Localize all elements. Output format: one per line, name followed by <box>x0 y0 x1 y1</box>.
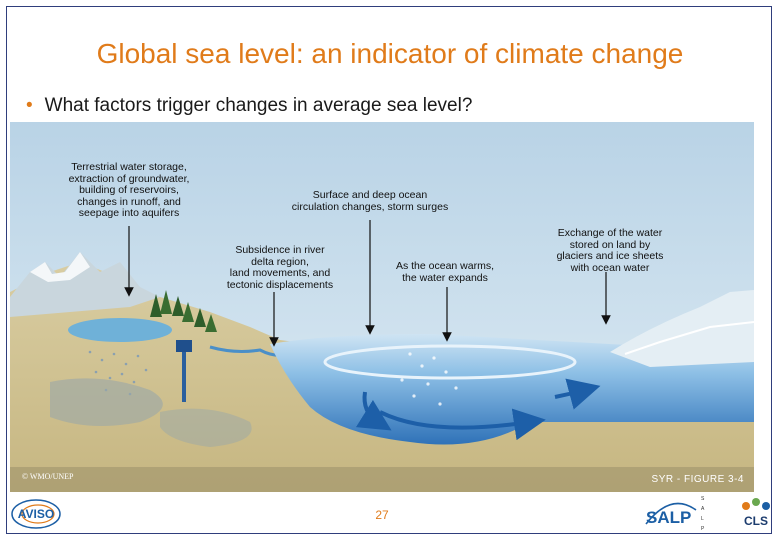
deep-circulation-arrow <box>379 408 546 441</box>
diagram-illustration <box>10 122 754 492</box>
glacier-edge <box>624 321 754 355</box>
cls-logo-text: CLS <box>744 514 768 528</box>
surface-circulation-loop <box>323 344 577 380</box>
salp-logo-text: SALP <box>646 508 692 527</box>
aviso-logo: AVISO <box>10 496 62 532</box>
underground-aquifer <box>50 378 163 426</box>
slide-title: Global sea level: an indicator of climat… <box>96 38 684 69</box>
sea-level-diagram: Terrestrial water storage, extraction of… <box>10 122 754 492</box>
salp-acronym: S A L P <box>701 494 733 534</box>
forest-trees <box>150 290 217 332</box>
deep-circulation-arrow-3 <box>355 391 392 431</box>
underground-aquifer-2 <box>160 408 252 447</box>
figure-reference: SYR - FIGURE 3-4 <box>651 474 744 485</box>
slide-frame <box>6 6 772 534</box>
salp-acronym-s: S <box>701 496 705 502</box>
groundwater-seepage <box>88 350 148 396</box>
bottom-band <box>10 467 754 492</box>
thermal-expansion-bubbles <box>400 352 458 406</box>
bullet-item: • What factors trigger changes in average… <box>26 95 472 117</box>
salp-logo: SALP <box>644 496 698 532</box>
label-ocean-circulation: Surface and deep ocean circulation chang… <box>291 189 449 213</box>
deep-circulation-arrow-2 <box>554 378 601 410</box>
page-number: 27 <box>375 508 389 522</box>
salp-acronym-p: P <box>701 526 705 532</box>
snow-cap-left <box>30 252 90 282</box>
label-ocean-warming: As the ocean warms, the water expands <box>395 260 495 284</box>
label-subsidence: Subsidence in river delta region, land m… <box>226 244 334 291</box>
bullet-dot: • <box>26 95 33 116</box>
bullet-text: What factors trigger changes in average … <box>44 95 473 116</box>
label-terrestrial-storage: Terrestrial water storage, extraction of… <box>68 161 190 219</box>
figure-credit: © WMO/UNEP <box>22 472 74 481</box>
reservoir-lake <box>68 318 172 342</box>
salp-acronym-a: A <box>701 506 705 512</box>
aviso-logo-text: AVISO <box>17 507 55 521</box>
pump-well <box>176 340 192 402</box>
label-glacier-exchange: Exchange of the water stored on land by … <box>556 227 664 274</box>
salp-acronym-l: L <box>701 516 704 522</box>
cls-logo: CLS <box>738 496 774 532</box>
